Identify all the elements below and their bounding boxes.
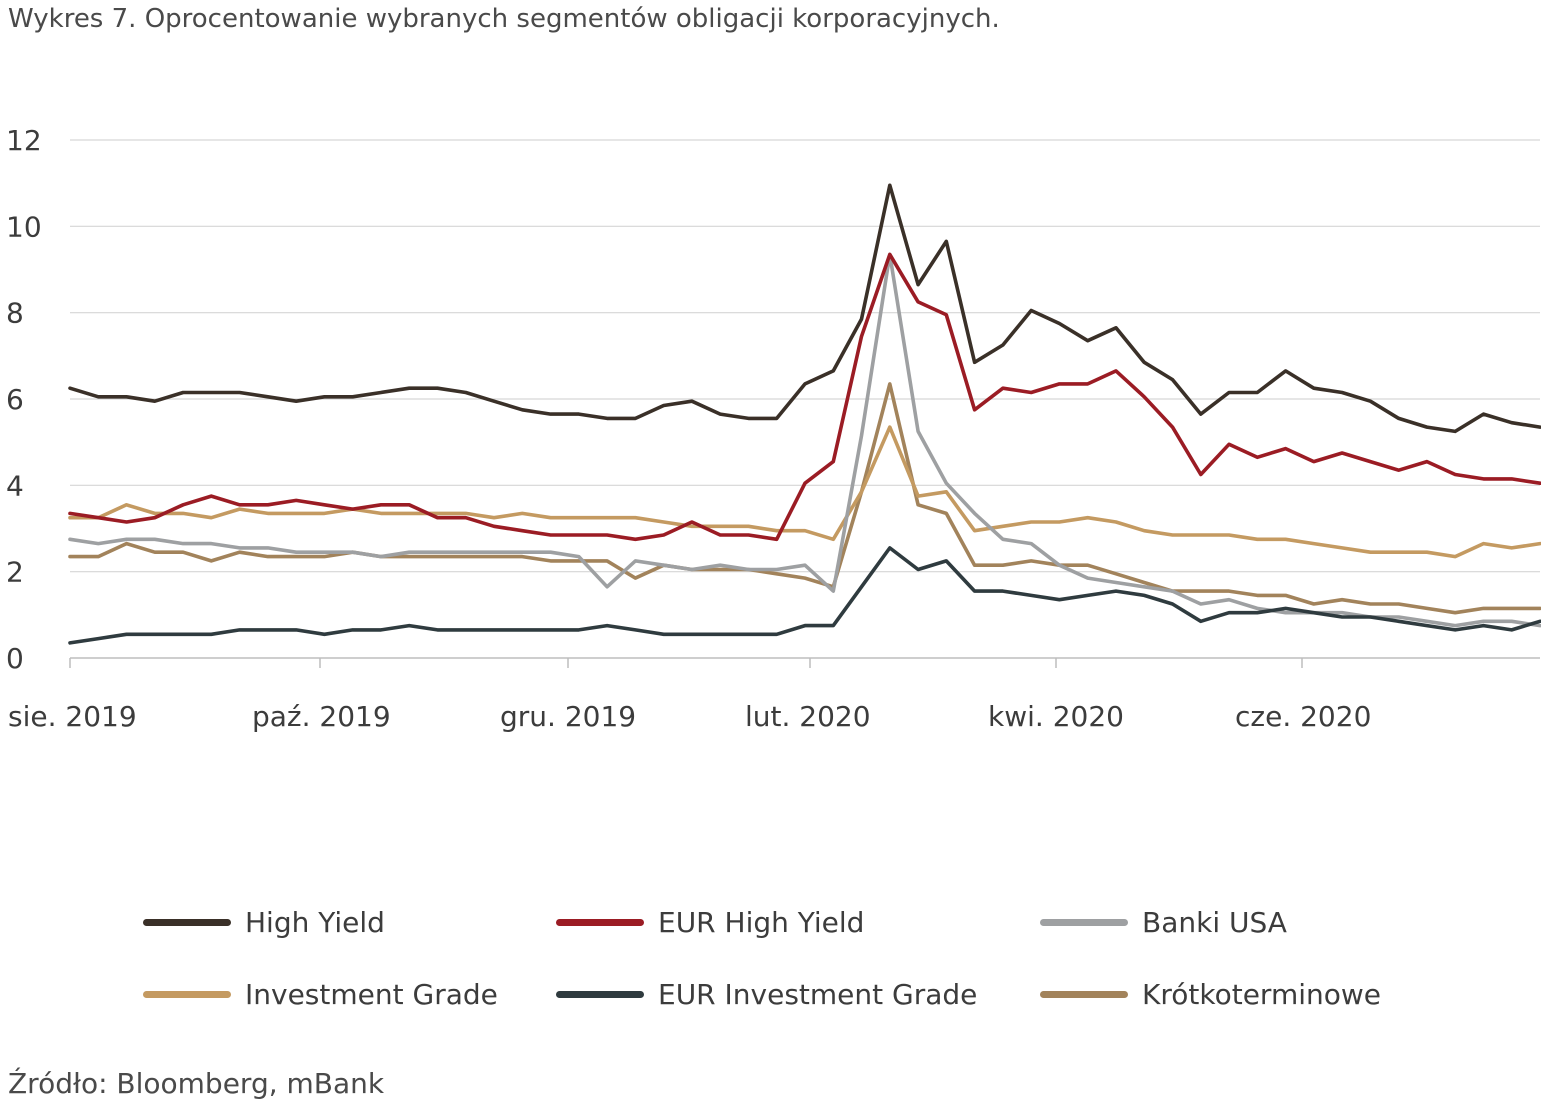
y-tick-label: 4 (6, 469, 24, 502)
series-line-banki-usa (68, 252, 1541, 628)
series-line-eur-high-yield (68, 252, 1541, 542)
y-tick-label: 6 (6, 383, 24, 416)
series-line-high-yield (68, 183, 1541, 434)
y-tick-label: 12 (6, 124, 42, 157)
y-tick-label: 0 (6, 642, 24, 675)
y-tick-label: 10 (6, 210, 42, 243)
y-tick-label: 8 (6, 297, 24, 330)
x-tick-label: paź. 2019 (252, 700, 391, 733)
y-axis-tick-labels: 0 2 4 6 8 10 12 (6, 124, 42, 675)
chart-title: Wykres 7. Oprocentowanie wybranych segme… (8, 4, 1000, 34)
gridlines (70, 139, 1540, 573)
series-lines (68, 183, 1541, 645)
x-tick-label: sie. 2019 (8, 700, 137, 733)
x-tick-label: lut. 2020 (745, 700, 871, 733)
x-tick-label: kwi. 2020 (988, 700, 1124, 733)
series-line-eur-investment-grade (68, 546, 1541, 645)
x-axis: sie. 2019 paź. 2019 gru. 2019 lut. 2020 kwi.… (8, 657, 1540, 733)
x-tick-label: cze. 2020 (1235, 700, 1371, 733)
series-line-investment-grade (68, 425, 1541, 559)
y-tick-label: 2 (6, 556, 24, 589)
x-tick-label: gru. 2019 (500, 700, 636, 733)
series-line-krótkoterminowe (68, 382, 1541, 615)
source-note: Źródło: Bloomberg, mBank (8, 1067, 385, 1100)
